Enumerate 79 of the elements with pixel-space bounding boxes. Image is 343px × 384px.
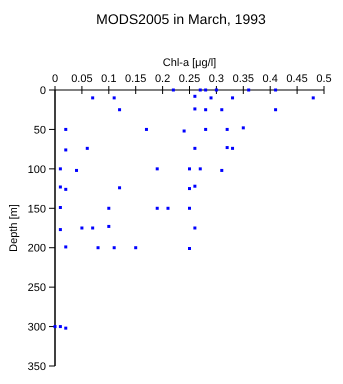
x-tick-label: 0.1 — [101, 73, 116, 85]
x-tick-label: 0 — [52, 73, 58, 85]
point — [193, 94, 196, 98]
point — [231, 146, 234, 150]
point — [156, 167, 159, 170]
point — [107, 224, 110, 228]
y-axis-title: Depth [m] — [8, 204, 20, 252]
x-tick-label: 0.25 — [178, 73, 200, 85]
point — [91, 226, 94, 230]
point — [193, 184, 196, 188]
point — [214, 88, 218, 92]
point — [182, 130, 186, 133]
point — [118, 186, 122, 190]
y-tick-label: 0 — [40, 85, 46, 97]
point — [64, 326, 68, 330]
point — [118, 108, 122, 112]
point — [188, 187, 191, 190]
y-tick-label: 50 — [34, 124, 46, 136]
x-tick-label: 0.35 — [232, 73, 254, 85]
point — [75, 168, 78, 172]
point — [274, 88, 278, 92]
point — [188, 167, 191, 170]
x-axis-title: Chl-a [μg/l] — [162, 57, 216, 69]
point — [58, 228, 62, 232]
point — [193, 146, 196, 150]
x-tick-label: 0.4 — [262, 73, 278, 85]
point — [204, 88, 208, 92]
point — [188, 247, 191, 250]
x-tick-label: 0.45 — [286, 73, 308, 85]
point — [54, 325, 56, 328]
point — [86, 146, 89, 150]
x-tick-label: 0.15 — [124, 73, 146, 85]
point — [274, 108, 278, 112]
point — [80, 226, 84, 230]
x-tick-label: 0.2 — [154, 73, 170, 85]
point — [220, 108, 224, 112]
point — [96, 246, 100, 250]
x-tick-label: 0.05 — [71, 73, 93, 85]
point — [172, 88, 175, 92]
point — [64, 148, 68, 152]
point — [134, 246, 138, 250]
point — [312, 96, 315, 100]
y-tick-label: 250 — [28, 282, 46, 294]
point — [144, 128, 148, 131]
y-tick-label: 100 — [28, 164, 46, 176]
point — [198, 88, 202, 92]
point — [64, 128, 68, 131]
chart-title: MODS2005 in March, 1993 — [96, 11, 266, 27]
point — [166, 206, 170, 210]
point — [112, 96, 116, 100]
point — [58, 185, 62, 188]
point — [210, 96, 213, 100]
point — [193, 226, 196, 230]
point — [156, 206, 159, 210]
y-tick-label: 350 — [28, 361, 46, 373]
point — [91, 96, 94, 100]
point — [247, 88, 250, 92]
point — [107, 206, 110, 210]
point — [220, 168, 224, 172]
point — [204, 128, 208, 131]
y-tick-label: 200 — [28, 242, 46, 255]
point — [58, 206, 62, 209]
point — [226, 128, 229, 131]
point — [64, 245, 68, 248]
point — [112, 246, 116, 250]
point — [193, 107, 196, 110]
x-tick-label: 0.5 — [316, 73, 332, 85]
point — [198, 167, 202, 170]
point — [58, 167, 62, 170]
point — [188, 206, 191, 210]
point — [58, 325, 62, 328]
x-tick-label: 0.3 — [208, 73, 224, 85]
point — [204, 108, 208, 112]
point — [226, 146, 229, 150]
y-tick-label: 150 — [28, 203, 46, 216]
point — [242, 126, 245, 130]
y-tick-label: 300 — [28, 322, 46, 334]
point — [64, 188, 68, 191]
point — [231, 96, 234, 100]
